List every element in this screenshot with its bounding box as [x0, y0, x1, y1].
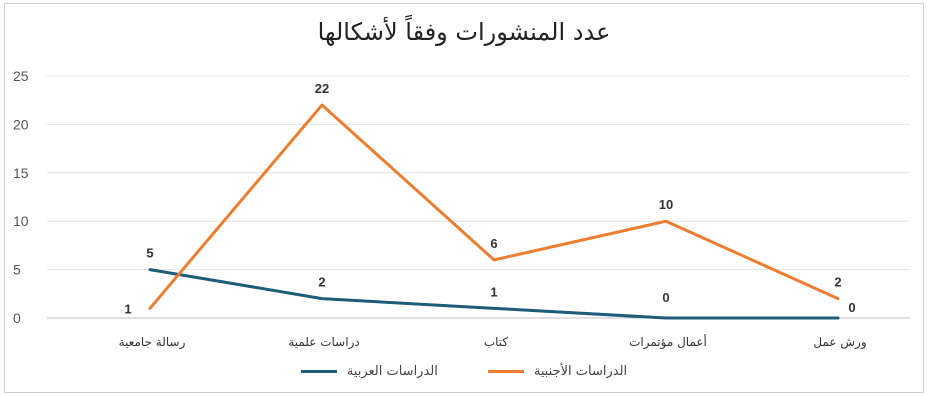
legend-item-foreign: الدراسات الأجنبية: [487, 364, 628, 379]
data-label: 0: [848, 300, 855, 315]
legend-swatch-foreign: [487, 370, 524, 373]
legend-label-foreign: الدراسات الأجنبية: [533, 364, 628, 379]
x-tick-label: رسالة جامعية: [119, 335, 186, 350]
chart-title: عدد المنشورات وفقاً لأشكالها: [317, 18, 611, 46]
x-tick-label: كتاب: [484, 335, 509, 349]
series-line-arabic: [148, 268, 840, 320]
x-tick-label: دراسات علمية: [288, 335, 359, 350]
data-label: 6: [490, 236, 497, 251]
x-tick-label: أعمال مؤتمرات: [629, 334, 707, 350]
data-label: 10: [659, 197, 673, 212]
data-label: 2: [318, 275, 325, 290]
x-tick-label: ورش عمل: [813, 335, 866, 350]
series-line-foreign: [148, 103, 840, 310]
data-label: 1: [124, 301, 131, 316]
y-tick-label: 25: [13, 68, 29, 84]
data-label: 0: [662, 290, 669, 305]
data-label: 2: [834, 275, 841, 290]
y-tick-label: 20: [13, 116, 29, 132]
y-tick-label: 5: [13, 262, 21, 278]
y-tick-label: 10: [13, 213, 29, 229]
y-tick-label: 0: [13, 310, 21, 326]
legend-swatch-arabic: [300, 370, 337, 373]
data-label: 5: [146, 246, 153, 261]
legend-label-arabic: الدراسات العربية: [346, 364, 438, 379]
legend-item-arabic: الدراسات العربية: [300, 364, 438, 379]
data-label: 22: [315, 81, 329, 96]
chart-frame: عدد المنشورات وفقاً لأشكالها 0 5 10 15 20 25 ر…: [4, 3, 924, 393]
data-label: 1: [490, 284, 497, 299]
y-tick-label: 15: [13, 165, 29, 181]
legend: الدراسات العربية الدراسات الأجنبية: [5, 364, 923, 379]
